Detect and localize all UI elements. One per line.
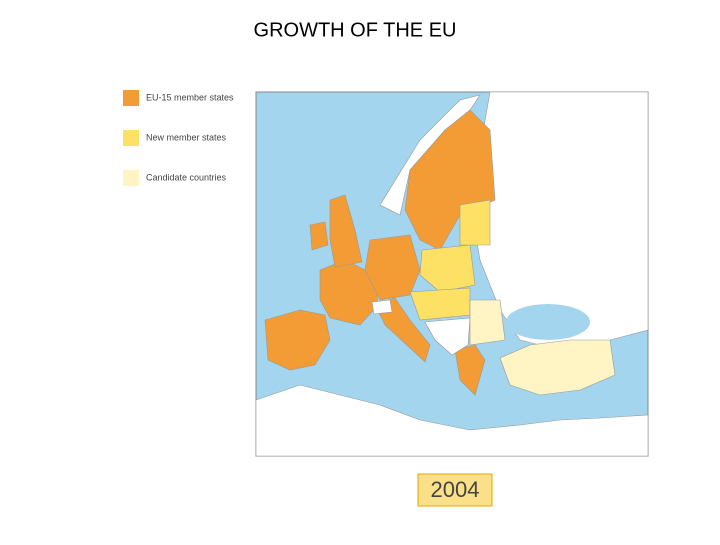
britain [329, 194, 363, 268]
central-europe [409, 287, 471, 321]
legend-label: Candidate countries [146, 172, 227, 182]
iberia [264, 309, 331, 371]
baltics [459, 199, 491, 246]
balkans [424, 317, 471, 356]
poland [419, 244, 476, 293]
legend-swatch [123, 90, 139, 106]
germany [364, 234, 421, 301]
romania-bulgaria [469, 299, 506, 346]
greece [454, 344, 486, 396]
title: GROWTH OF THE EU [254, 19, 457, 41]
legend: EU-15 member states New member states Cand… [123, 90, 234, 186]
year: 2004 [431, 477, 480, 502]
italy [374, 297, 431, 363]
africa [255, 384, 649, 457]
ireland [309, 221, 329, 251]
legend-label: New member states [146, 132, 227, 142]
legend-swatch [123, 130, 139, 146]
map [255, 91, 649, 457]
switzerland [371, 299, 393, 315]
year-box [417, 473, 493, 507]
black-sea [506, 304, 590, 340]
legend-swatch [123, 170, 139, 186]
legend-label: EU-15 member states [146, 92, 234, 102]
turkey [499, 339, 616, 396]
